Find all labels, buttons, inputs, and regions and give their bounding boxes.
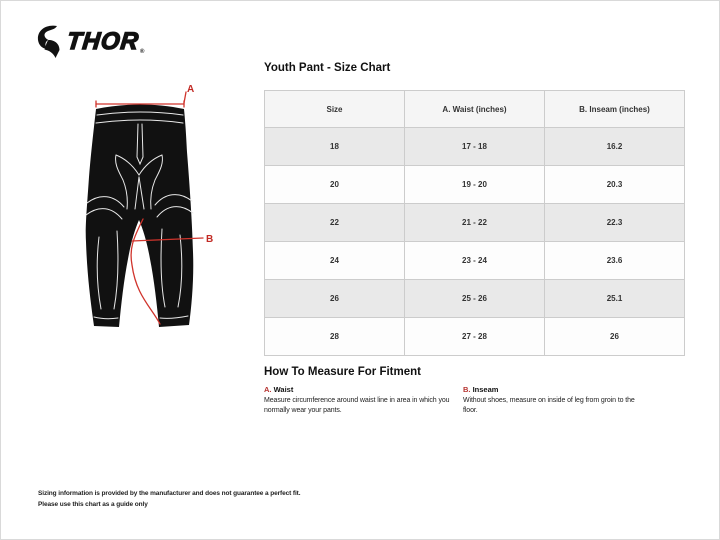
measure-section-title: How To Measure For Fitment [264,366,421,378]
page-title: Youth Pant - Size Chart [264,62,391,74]
measure-inseam-heading: B. Inseam [463,385,639,394]
disclaimer-line-1: Sizing information is provided by the ma… [38,490,301,497]
pants-seam-lines [85,111,194,320]
table-header-cell: B. Inseam (inches) [544,90,685,128]
table-cell: 18 [264,127,405,166]
table-cell: 20.3 [544,165,685,204]
brand-name: THOR [65,27,141,55]
measure-inseam-label: Inseam [472,385,499,394]
table-cell: 22 [264,203,405,242]
table-cell: 22.3 [544,203,685,242]
measure-waist-heading: A. Waist [264,385,460,394]
table-cell: 19 - 20 [404,165,545,204]
table-cell: 20 [264,165,405,204]
table-row: 28 27 - 28 26 [264,317,685,356]
table-cell: 25.1 [544,279,685,318]
table-cell: 25 - 26 [404,279,545,318]
table-row: 18 17 - 18 16.2 [264,127,685,166]
disclaimer-line-2: Please use this chart as a guide only [38,500,148,508]
measure-waist-label: Waist [273,385,294,394]
table-header-cell: A. Waist (inches) [404,90,545,128]
size-table-body: 18 17 - 18 16.2 20 19 - 20 20.3 22 21 - 22 22.3 2… [264,127,685,356]
inseam-measure-line [130,218,161,325]
table-cell: 23 - 24 [404,241,545,280]
measure-inseam-key: B. [463,385,471,394]
table-row: 24 23 - 24 23.6 [264,241,685,280]
label-b-pointer-line [131,237,204,242]
table-row: 26 25 - 26 25.1 [264,279,685,318]
header-row: Size A. Waist (inches) B. Inseam (inches) [264,90,685,128]
sizing-disclaimer: Sizing information is provided by the ma… [38,489,301,510]
pants-diagram: A B [85,84,213,327]
table-header-cell: Size [264,90,405,128]
size-table-head: Size A. Waist (inches) B. Inseam (inches) [264,90,685,128]
measure-waist-key: A. [264,385,272,394]
measure-item-inseam: B. Inseam Without shoes, measure on insi… [463,385,639,416]
brand-logo: THOR ® [35,25,144,61]
table-cell: 23.6 [544,241,685,280]
label-a-pointer-line [183,91,187,104]
table-cell: 21 - 22 [404,203,545,242]
measure-item-waist: A. Waist Measure circumference around wa… [264,385,460,416]
table-row: 20 19 - 20 20.3 [264,165,685,204]
registered-mark: ® [140,49,145,55]
table-cell: 24 [264,241,405,280]
table-cell: 26 [544,317,685,356]
measure-inseam-text: Without shoes, measure on inside of leg … [463,397,635,415]
table-row: 22 21 - 22 22.3 [264,203,685,242]
thor-goat-icon [37,25,60,58]
table-cell: 17 - 18 [404,127,545,166]
measure-label-a: A [187,84,194,95]
measure-label-b: B [206,234,213,245]
measure-waist-text: Measure circumference around waist line … [264,397,450,415]
size-table: Size A. Waist (inches) B. Inseam (inches) … [264,90,685,356]
table-cell: 26 [264,279,405,318]
table-cell: 27 - 28 [404,317,545,356]
table-cell: 28 [264,317,405,356]
pants-silhouette [85,104,194,327]
table-cell: 16.2 [544,127,685,166]
